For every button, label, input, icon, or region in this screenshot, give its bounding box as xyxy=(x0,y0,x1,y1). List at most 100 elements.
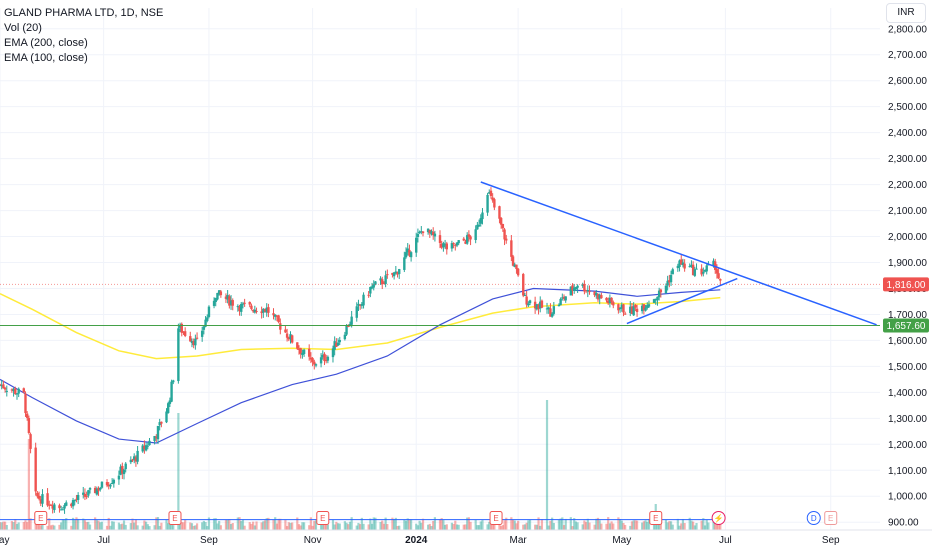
candle-body xyxy=(719,279,722,281)
volume-pane xyxy=(0,400,722,530)
event-earnings-marker[interactable]: E xyxy=(316,511,330,525)
volume-bar xyxy=(202,520,205,530)
volume-bar xyxy=(85,522,88,530)
candle-body xyxy=(693,269,697,276)
volume-bar xyxy=(528,519,532,530)
volume-bar xyxy=(455,524,459,530)
candle-body xyxy=(0,384,2,386)
candle-body xyxy=(523,295,527,297)
volume-bar xyxy=(75,517,78,530)
volume-bar xyxy=(690,520,693,530)
volume-bar xyxy=(53,525,56,530)
ascending-trendline[interactable] xyxy=(626,277,738,325)
legend-symbol[interactable]: GLAND PHARMA LTD, 1D, NSE xyxy=(4,7,164,19)
event-markers[interactable]: E E E E E ⚡ D E xyxy=(34,511,838,525)
candle-body xyxy=(606,300,610,304)
candle-body xyxy=(70,503,73,507)
volume-bar xyxy=(204,522,207,530)
volume-bar xyxy=(348,521,352,530)
candle-body xyxy=(421,231,425,234)
candle-body xyxy=(501,223,505,229)
volume-bar xyxy=(129,523,132,530)
candle-body xyxy=(474,229,477,241)
candle-body xyxy=(141,445,144,452)
volume-bar xyxy=(535,524,538,530)
volume-bar xyxy=(357,522,360,530)
legend-volume[interactable]: Vol (20) xyxy=(4,22,42,34)
event-label: ⚡ xyxy=(714,513,724,523)
volume-bar xyxy=(51,524,54,530)
volume-bar xyxy=(547,525,550,530)
event-earnings-marker[interactable]: E xyxy=(649,511,663,525)
currency-button[interactable]: INR xyxy=(886,3,926,23)
event-earnings-marker[interactable]: E xyxy=(34,511,48,525)
event-dividend-marker[interactable]: D xyxy=(806,511,821,525)
volume-bar xyxy=(384,517,387,530)
volume-bar xyxy=(430,526,433,530)
ema-lines xyxy=(0,287,721,444)
volume-bar xyxy=(683,522,686,530)
volume-bar xyxy=(0,522,3,530)
legend-ema100[interactable]: EMA (100, close) xyxy=(4,52,88,64)
support-price-tag-text: 1,657.60 xyxy=(887,321,926,332)
legend-ema200[interactable]: EMA (200, close) xyxy=(4,37,88,49)
candle-body xyxy=(516,268,520,276)
volume-bar xyxy=(99,522,102,530)
event-earnings-marker[interactable]: E xyxy=(489,511,503,525)
event-split-marker[interactable]: ⚡ xyxy=(711,511,726,525)
volume-bar xyxy=(3,521,7,530)
volume-bar xyxy=(511,519,515,530)
candle-body xyxy=(416,233,420,238)
volume-bar xyxy=(5,525,8,530)
event-earnings-upcoming-marker[interactable]: E xyxy=(824,511,838,525)
candle-body xyxy=(284,329,287,333)
candle-body xyxy=(620,304,623,309)
descending-trendline[interactable] xyxy=(480,181,877,326)
x-tick-label: 2024 xyxy=(405,535,428,546)
volume-bar xyxy=(404,520,408,530)
event-earnings-marker[interactable]: E xyxy=(168,511,182,525)
volume-bar xyxy=(279,518,282,530)
time-axis[interactable]: May Jul Sep Nov 2024 Mar May Jul Sep xyxy=(0,529,932,546)
volume-bar xyxy=(479,521,482,530)
event-label: E xyxy=(320,514,325,523)
y-tick-label: 1,100.00 xyxy=(888,466,927,477)
volume-bar xyxy=(681,518,685,530)
volume-bar xyxy=(585,522,588,530)
candlesticks xyxy=(0,187,722,514)
volume-bar xyxy=(498,522,501,530)
candle-body xyxy=(525,296,528,305)
event-label: E xyxy=(172,514,177,523)
volume-bar xyxy=(243,525,246,530)
candle-body xyxy=(100,481,104,488)
volume-bar xyxy=(669,521,673,530)
candle-body xyxy=(287,337,291,340)
candle-body xyxy=(489,190,493,197)
volume-bar xyxy=(600,523,603,530)
volume-bar xyxy=(262,521,265,530)
volume-bar xyxy=(372,517,375,530)
volume-bar xyxy=(302,522,306,530)
volume-bar xyxy=(607,517,610,530)
candle-body xyxy=(481,212,484,220)
candle-body xyxy=(640,305,644,312)
candle-body xyxy=(251,310,255,312)
volume-bar xyxy=(299,525,302,530)
volume-bar xyxy=(676,518,679,530)
candle-body xyxy=(678,260,681,267)
volume-bar xyxy=(119,524,122,530)
y-tick-label: 1,300.00 xyxy=(888,414,927,425)
candle-body xyxy=(629,306,632,313)
volume-bar xyxy=(647,518,651,530)
volume-bar xyxy=(386,523,389,530)
volume-bar xyxy=(272,519,275,530)
event-badge xyxy=(649,511,663,525)
price-axis[interactable]: 900.00 1,000.00 1,100.00 1,200.00 1,300.00 1,… xyxy=(880,0,932,550)
trendlines[interactable] xyxy=(0,181,880,326)
candle-body xyxy=(398,269,401,274)
volume-bar xyxy=(635,520,639,530)
y-tick-label: 2,200.00 xyxy=(888,180,927,191)
candle-body xyxy=(73,500,76,502)
candle-body xyxy=(409,252,413,258)
